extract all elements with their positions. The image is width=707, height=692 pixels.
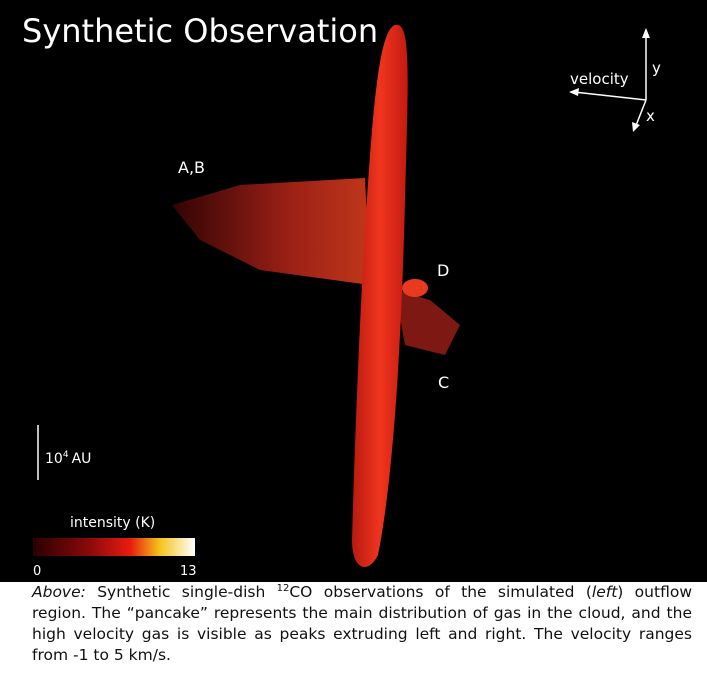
caption-text: CO observations of the simulated (: [289, 583, 592, 601]
colorbar-min: 0: [33, 564, 41, 579]
y-label: y: [652, 59, 661, 77]
caption-lead: Above:: [32, 583, 86, 601]
colorbar-label: intensity (K): [70, 515, 155, 531]
x-label: x: [646, 107, 655, 125]
scale-exponent: 4: [63, 450, 69, 460]
velocity-label: velocity: [570, 70, 629, 88]
caption: Above: Synthetic single-dish 12CO observ…: [32, 582, 692, 666]
peak-d: [402, 279, 428, 297]
colorbar: [33, 538, 195, 556]
figure: Synthetic Observation velocity y x A,B D…: [0, 0, 707, 582]
label-ab: A,B: [178, 158, 205, 177]
caption-italic: left: [592, 583, 617, 601]
caption-text: Synthetic single-dish: [86, 583, 277, 601]
label-d: D: [437, 261, 449, 280]
label-c: C: [438, 373, 449, 392]
caption-superscript: 12: [277, 583, 290, 594]
scale-unit: AU: [72, 451, 92, 467]
title: Synthetic Observation: [22, 12, 378, 50]
page: Synthetic Observation velocity y x A,B D…: [0, 0, 707, 692]
colorbar-max: 13: [180, 564, 197, 579]
scale-base: 10: [45, 451, 63, 467]
